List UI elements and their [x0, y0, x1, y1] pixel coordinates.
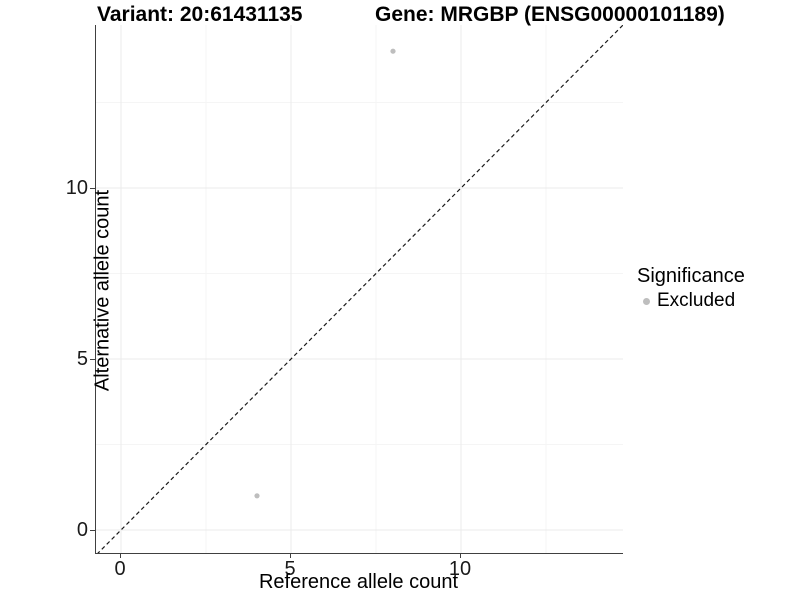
data-point [390, 48, 396, 54]
legend-item-label: Excluded [657, 290, 736, 311]
legend-point-swatch-icon [643, 297, 650, 305]
scatter-panel-canvas [96, 25, 623, 553]
x-tick-label: 10 [448, 558, 472, 580]
y-tick-mark [90, 187, 95, 189]
x-tick-label: 0 [114, 558, 126, 580]
y-tick-label: 5 [76, 348, 88, 370]
plot-title-gene: Gene: MRGBP (ENSG00000101189) [375, 3, 725, 26]
y-axis-title: Alternative allele count [91, 189, 114, 392]
legend-item-excluded: Excluded [637, 289, 745, 313]
identity-line [97, 25, 623, 553]
y-tick-label: 10 [65, 177, 88, 199]
y-tick-label: 0 [76, 519, 88, 541]
x-tick-label: 5 [284, 558, 296, 580]
data-point [254, 493, 260, 499]
legend-title: Significance [637, 265, 745, 287]
plot-panel [95, 25, 623, 554]
plot-title-variant: Variant: 20:61431135 [97, 3, 303, 26]
x-tick-mark [459, 553, 461, 558]
x-axis-title: Reference allele count [258, 571, 458, 593]
x-tick-mark [119, 553, 121, 558]
x-tick-mark [289, 553, 291, 558]
legend: Significance Excluded [637, 263, 745, 313]
y-tick-mark [90, 358, 95, 360]
y-tick-mark [90, 529, 95, 531]
